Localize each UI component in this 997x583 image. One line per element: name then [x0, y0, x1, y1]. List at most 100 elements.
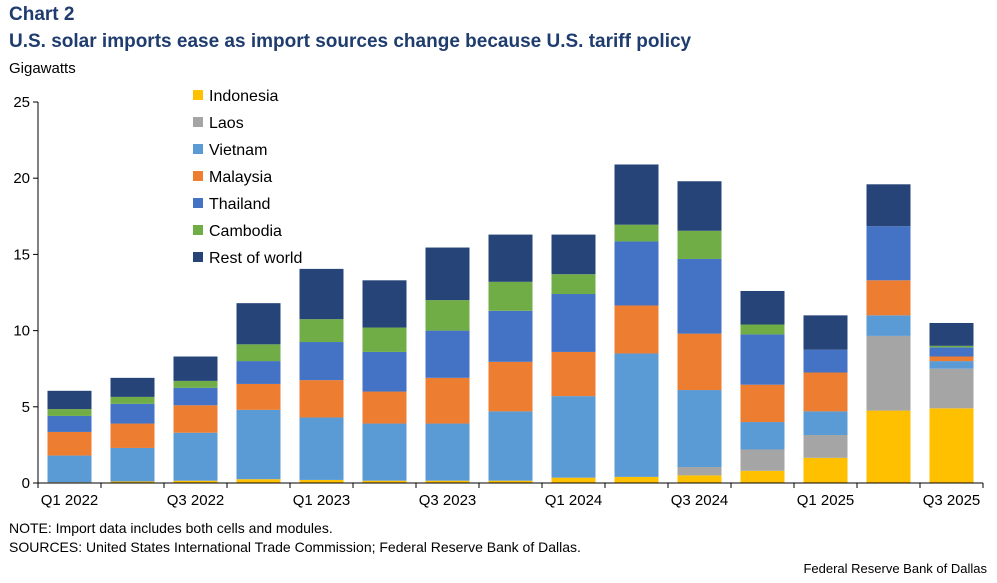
bar-segment-cambodia-q4-2024	[740, 324, 785, 335]
bar-segment-indonesia-q3-2024	[677, 475, 722, 483]
x-tick-label: Q3 2024	[671, 492, 729, 509]
bar-segment-thailand-q2-2024	[614, 241, 659, 306]
bar-segment-indonesia-q2-2025	[866, 410, 911, 483]
bar-segment-laos-q3-2024	[677, 467, 722, 476]
y-tick-label: 20	[13, 170, 30, 187]
bar-segment-malaysia-q3-2024	[677, 333, 722, 391]
bar-segment-laos-q1-2025	[803, 434, 848, 458]
bar-segment-rest-of-world-q2-2024	[614, 164, 659, 225]
bar-segment-malaysia-q3-2022	[173, 405, 218, 433]
bar-segment-thailand-q2-2023	[362, 351, 407, 392]
legend-label-thailand: Thailand	[209, 196, 270, 213]
bar-segment-rest-of-world-q4-2023	[488, 234, 533, 282]
legend-label-cambodia: Cambodia	[209, 223, 282, 240]
bar-segment-cambodia-q4-2022	[236, 344, 281, 362]
bar-segment-thailand-q3-2022	[173, 387, 218, 406]
bar-segment-malaysia-q2-2023	[362, 391, 407, 424]
bar-segment-vietnam-q3-2022	[173, 432, 218, 481]
bars-layer	[47, 164, 974, 483]
bar-segment-indonesia-q1-2023	[299, 479, 344, 483]
bar-segment-malaysia-q1-2023	[299, 380, 344, 418]
bar-segment-rest-of-world-q2-2025	[866, 184, 911, 227]
bar-segment-rest-of-world-q1-2022	[47, 390, 92, 410]
bar-segment-thailand-q2-2022	[110, 403, 155, 424]
chart-number: Chart 2	[9, 4, 75, 25]
bar-segment-indonesia-q4-2024	[740, 470, 785, 483]
x-tick-label: Q1 2022	[41, 492, 99, 509]
bar-segment-malaysia-q4-2022	[236, 383, 281, 410]
bar-segment-cambodia-q3-2024	[677, 230, 722, 259]
bar-segment-malaysia-q2-2024	[614, 305, 659, 354]
bar-segment-malaysia-q2-2022	[110, 423, 155, 448]
bar-segment-rest-of-world-q2-2023	[362, 280, 407, 328]
bar-segment-cambodia-q2-2023	[362, 327, 407, 352]
legend-label-indonesia: Indonesia	[209, 88, 278, 105]
bar-segment-vietnam-q3-2023	[425, 423, 470, 481]
bar-segment-laos-q4-2024	[740, 449, 785, 471]
bar-segment-indonesia-q3-2025	[929, 408, 974, 483]
bar-segment-cambodia-q4-2023	[488, 281, 533, 311]
bar-segment-indonesia-q2-2024	[614, 476, 659, 483]
bar-segment-cambodia-q3-2025	[929, 345, 974, 348]
bar-segment-laos-q2-2025	[866, 335, 911, 411]
bar-segment-rest-of-world-q4-2022	[236, 303, 281, 345]
bar-segment-vietnam-q4-2023	[488, 411, 533, 481]
bar-segment-indonesia-q3-2023	[425, 480, 470, 483]
x-tick-label: Q1 2023	[293, 492, 351, 509]
bar-segment-rest-of-world-q4-2024	[740, 290, 785, 325]
bar-segment-malaysia-q1-2024	[551, 351, 596, 397]
bar-segment-cambodia-q1-2022	[47, 409, 92, 416]
bar-segment-thailand-q4-2022	[236, 361, 281, 384]
bar-segment-thailand-q3-2025	[929, 347, 974, 357]
bar-segment-rest-of-world-q3-2025	[929, 322, 974, 346]
bar-segment-vietnam-q3-2025	[929, 361, 974, 369]
bar-segment-thailand-q4-2023	[488, 310, 533, 362]
x-tick-label: Q1 2025	[797, 492, 855, 509]
bar-segment-thailand-q3-2024	[677, 258, 722, 334]
bar-segment-indonesia-q2-2023	[362, 480, 407, 483]
bar-segment-indonesia-q4-2022	[236, 479, 281, 483]
bar-segment-rest-of-world-q1-2025	[803, 315, 848, 350]
bar-segment-vietnam-q4-2022	[236, 409, 281, 480]
chart-title: U.S. solar imports ease as import source…	[9, 31, 692, 52]
bar-segment-rest-of-world-q1-2023	[299, 268, 344, 320]
legend-label-rest-of-world: Rest of world	[209, 250, 302, 267]
bar-segment-rest-of-world-q3-2023	[425, 247, 470, 301]
bar-segment-thailand-q1-2024	[551, 294, 596, 352]
y-tick-label: 10	[13, 323, 30, 340]
bar-segment-rest-of-world-q1-2024	[551, 234, 596, 275]
x-tick-label: Q3 2023	[419, 492, 477, 509]
bar-segment-vietnam-q1-2022	[47, 455, 92, 483]
bar-segment-thailand-q1-2025	[803, 349, 848, 373]
bar-segment-indonesia-q1-2024	[551, 477, 596, 483]
bar-segment-rest-of-world-q2-2022	[110, 377, 155, 397]
bar-segment-vietnam-q2-2022	[110, 447, 155, 482]
bar-segment-indonesia-q4-2023	[488, 480, 533, 483]
legend-swatch-indonesia	[193, 90, 203, 100]
bar-segment-rest-of-world-q3-2024	[677, 181, 722, 231]
legend-swatch-vietnam	[193, 144, 203, 154]
bar-segment-thailand-q3-2023	[425, 330, 470, 378]
bar-segment-indonesia-q2-2022	[110, 481, 155, 483]
bar-segment-vietnam-q3-2024	[677, 390, 722, 467]
legend-label-laos: Laos	[209, 115, 244, 132]
x-tick-label: Q3 2025	[923, 492, 981, 509]
y-tick-label: 25	[13, 94, 30, 111]
bar-segment-vietnam-q2-2024	[614, 353, 659, 477]
bar-segment-malaysia-q2-2025	[866, 280, 911, 316]
bar-segment-vietnam-q4-2024	[740, 422, 785, 450]
bar-segment-rest-of-world-q3-2022	[173, 356, 218, 381]
legend-swatch-rest-of-world	[193, 252, 203, 262]
bar-segment-vietnam-q2-2023	[362, 423, 407, 481]
bar-segment-cambodia-q3-2022	[173, 380, 218, 388]
bar-segment-malaysia-q1-2025	[803, 372, 848, 412]
sources-text: SOURCES: United States International Tra…	[9, 539, 581, 555]
bar-segment-malaysia-q3-2025	[929, 356, 974, 362]
bar-segment-cambodia-q3-2023	[425, 300, 470, 331]
legend-label-malaysia: Malaysia	[209, 169, 272, 186]
bar-segment-thailand-q4-2024	[740, 334, 785, 385]
x-tick-label: Q3 2022	[167, 492, 225, 509]
bar-segment-malaysia-q4-2024	[740, 384, 785, 423]
bar-segment-thailand-q1-2023	[299, 342, 344, 381]
legend-swatch-malaysia	[193, 171, 203, 181]
